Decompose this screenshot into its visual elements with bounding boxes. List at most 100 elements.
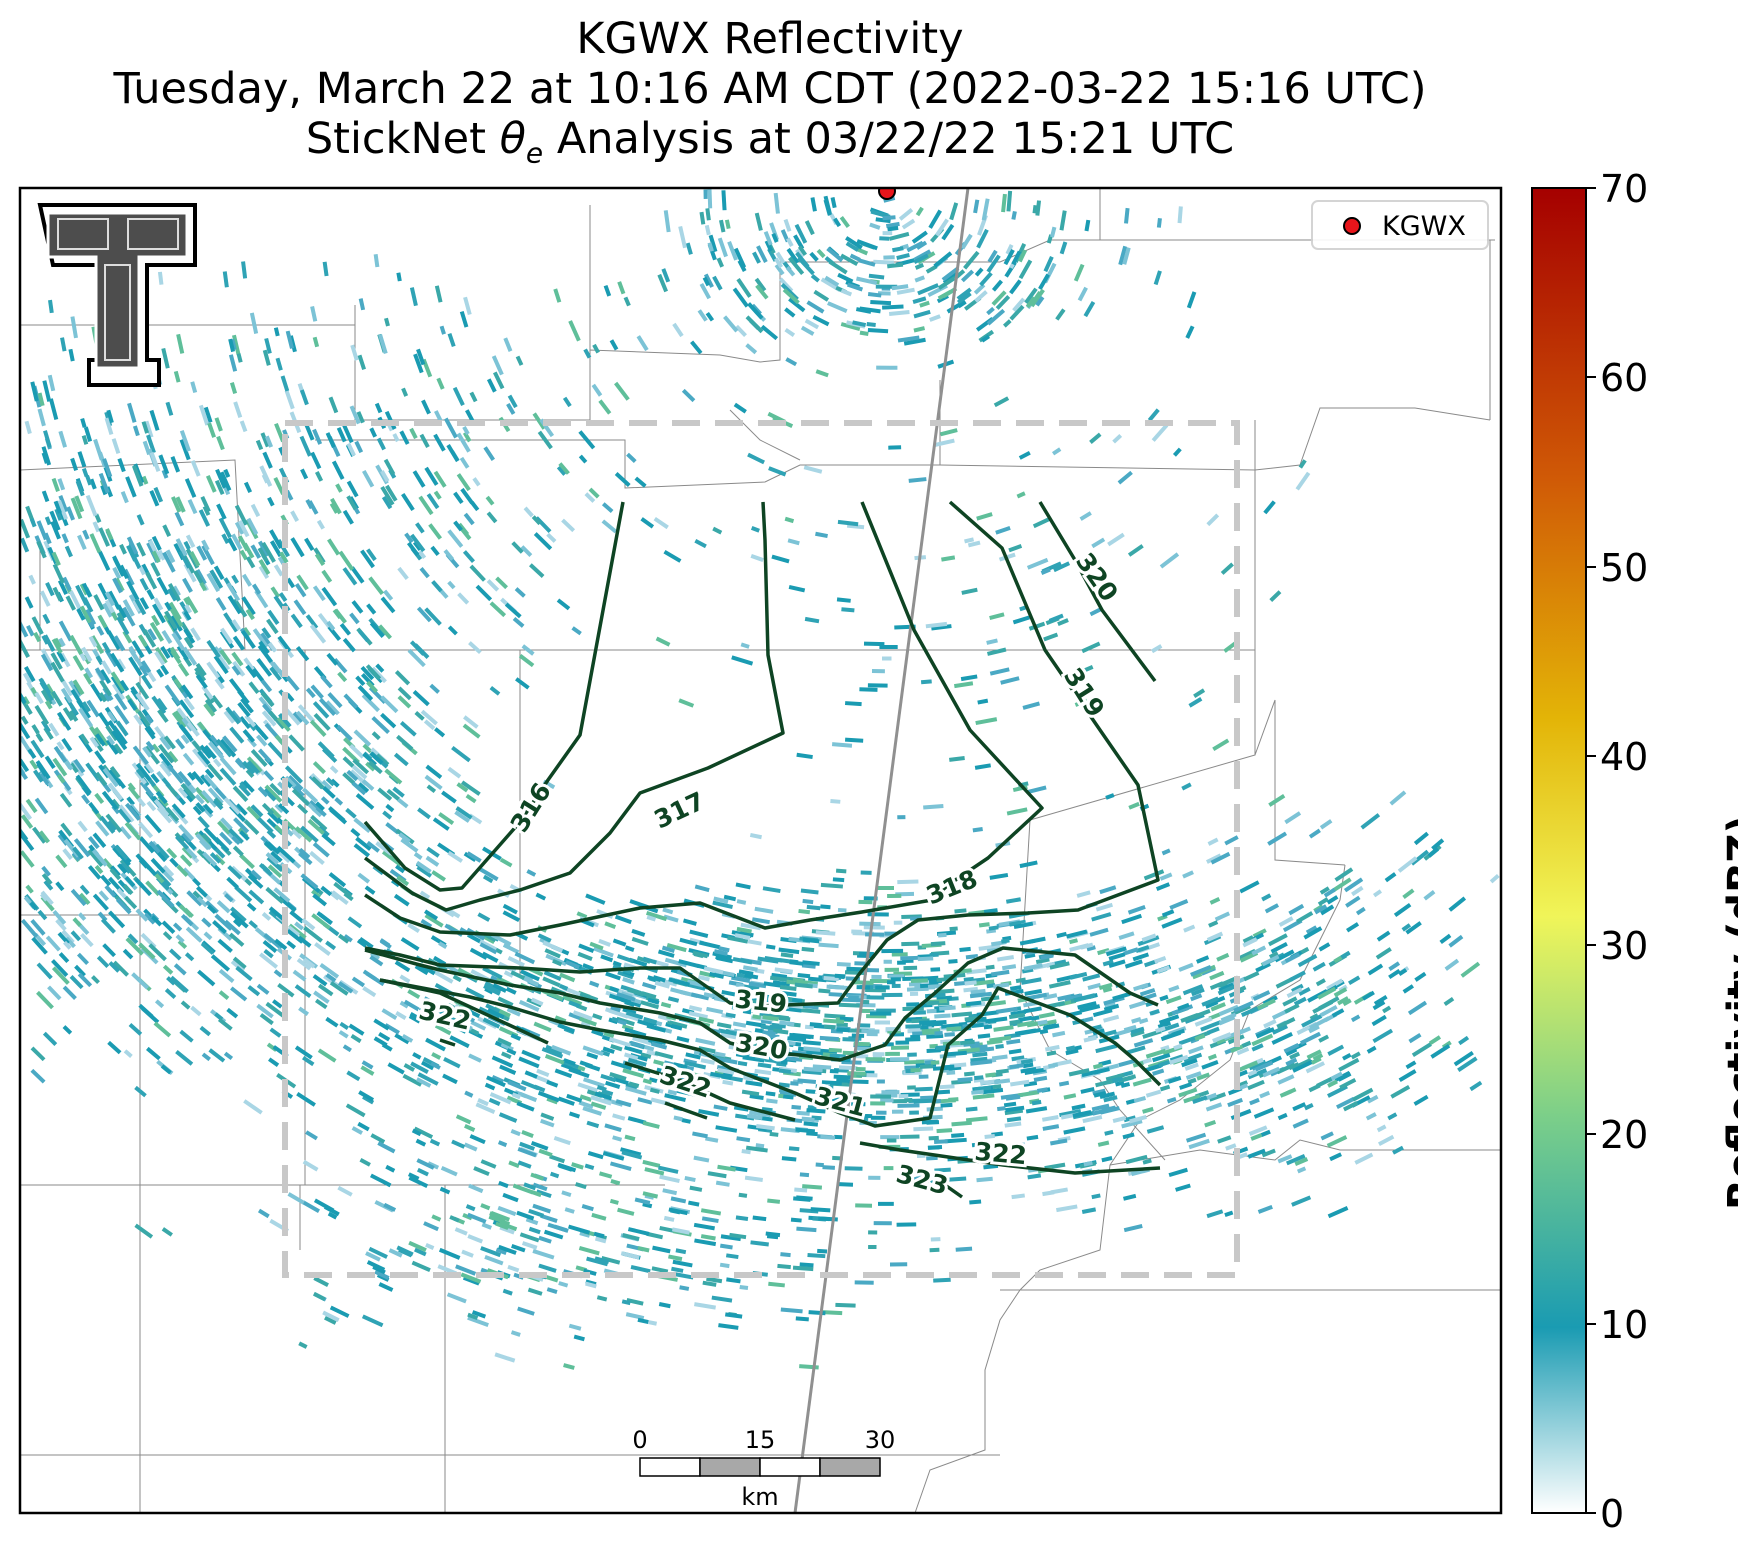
reflectivity-echo: [767, 1045, 790, 1053]
reflectivity-echo: [837, 907, 847, 913]
reflectivity-echo: [159, 762, 172, 777]
reflectivity-echo: [151, 695, 167, 715]
reflectivity-echo: [250, 749, 268, 767]
reflectivity-echo: [318, 983, 334, 997]
reflectivity-echo: [44, 516, 52, 526]
reflectivity-echo: [72, 846, 84, 860]
reflectivity-echo: [75, 480, 85, 497]
reflectivity-echo: [399, 1000, 409, 1009]
reflectivity-echo: [717, 1067, 735, 1075]
reflectivity-echo: [731, 1005, 751, 1013]
reflectivity-echo: [700, 1058, 715, 1065]
reflectivity-echo: [366, 603, 377, 615]
reflectivity-echo: [909, 1110, 919, 1115]
reflectivity-echo: [41, 873, 53, 886]
reflectivity-echo: [890, 977, 901, 982]
reflectivity-echo: [343, 934, 353, 943]
reflectivity-echo: [311, 913, 331, 930]
reflectivity-echo: [220, 817, 233, 831]
reflectivity-echo: [877, 1201, 894, 1206]
reflectivity-echo: [501, 1051, 512, 1060]
reflectivity-echo: [56, 741, 65, 751]
reflectivity-echo: [780, 952, 794, 958]
reflectivity-echo: [748, 981, 767, 989]
reflectivity-echo: [822, 1165, 836, 1170]
reflectivity-echo: [214, 913, 233, 931]
reflectivity-echo: [136, 514, 145, 526]
reflectivity-echo: [131, 465, 144, 487]
reflectivity-echo: [520, 969, 540, 982]
reflectivity-echo: [173, 963, 187, 976]
reflectivity-echo: [358, 937, 374, 949]
reflectivity-echo: [514, 1090, 527, 1099]
reflectivity-echo: [105, 813, 123, 833]
reflectivity-echo: [338, 1030, 349, 1039]
reflectivity-echo: [803, 1046, 821, 1052]
reflectivity-echo: [666, 1019, 688, 1029]
reflectivity-echo: [698, 1108, 720, 1117]
reflectivity-echo: [854, 1280, 874, 1285]
reflectivity-echo: [197, 969, 216, 987]
reflectivity-echo: [184, 846, 198, 860]
reflectivity-echo: [292, 969, 307, 982]
reflectivity-echo: [25, 798, 38, 814]
reflectivity-echo: [125, 476, 137, 498]
reflectivity-echo: [242, 760, 256, 775]
reflectivity-echo: [778, 947, 800, 955]
reflectivity-echo: [673, 1115, 683, 1122]
reflectivity-echo: [250, 804, 264, 818]
reflectivity-echo: [232, 635, 245, 651]
reflectivity-echo: [398, 832, 411, 844]
reflectivity-echo: [926, 1155, 938, 1161]
reflectivity-echo: [310, 684, 324, 699]
reflectivity-echo: [31, 936, 48, 955]
reflectivity-echo: [766, 1098, 778, 1104]
reflectivity-echo: [203, 774, 218, 790]
legend-marker-icon: [1343, 217, 1361, 235]
reflectivity-echo: [886, 1138, 897, 1143]
reflectivity-echo: [176, 707, 191, 725]
reflectivity-echo: [627, 987, 645, 997]
reflectivity-echo: [695, 1037, 716, 1046]
reflectivity-echo: [179, 430, 191, 452]
reflectivity-echo: [381, 1042, 393, 1052]
reflectivity-echo: [801, 1008, 821, 1014]
reflectivity-echo: [79, 733, 90, 746]
reflectivity-echo: [698, 1046, 716, 1054]
reflectivity-echo: [475, 1102, 496, 1114]
reflectivity-echo: [261, 541, 276, 563]
reflectivity-echo: [247, 874, 264, 889]
reflectivity-echo: [343, 892, 354, 902]
reflectivity-echo: [133, 714, 144, 726]
reflectivity-echo: [718, 1028, 740, 1037]
reflectivity-echo: [881, 992, 903, 998]
reflectivity-echo: [190, 381, 198, 394]
reflectivity-echo: [427, 1015, 439, 1025]
reflectivity-echo: [554, 1068, 573, 1079]
reflectivity-echo: [20, 618, 29, 638]
reflectivity-echo: [98, 692, 108, 703]
reflectivity-echo: [973, 979, 995, 986]
reflectivity-echo: [1157, 1020, 1172, 1029]
reflectivity-echo: [559, 972, 576, 983]
reflectivity-echo: [116, 612, 125, 623]
reflectivity-echo: [369, 751, 384, 765]
colorbar-tick-label: 50: [1600, 546, 1649, 590]
reflectivity-echo: [122, 606, 136, 627]
reflectivity-echo: [415, 1077, 432, 1088]
reflectivity-echo: [898, 1094, 909, 1099]
reflectivity-echo: [622, 1068, 645, 1079]
reflectivity-echo: [261, 912, 272, 921]
reflectivity-echo: [150, 915, 163, 927]
reflectivity-echo: [759, 993, 773, 1000]
reflectivity-echo: [69, 975, 84, 990]
reflectivity-echo: [122, 599, 135, 617]
reflectivity-echo: [36, 962, 53, 980]
reflectivity-echo: [866, 995, 885, 1000]
reflectivity-echo: [88, 635, 98, 648]
reflectivity-echo: [24, 420, 32, 435]
reflectivity-echo: [135, 762, 152, 782]
reflectivity-echo: [608, 1036, 631, 1048]
reflectivity-echo: [364, 885, 376, 895]
reflectivity-echo: [380, 695, 399, 714]
